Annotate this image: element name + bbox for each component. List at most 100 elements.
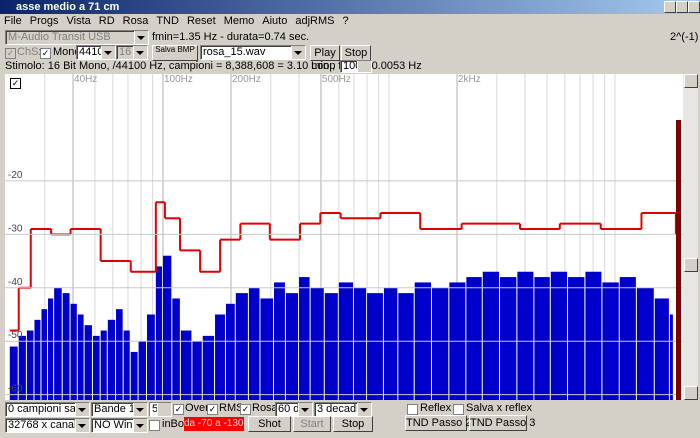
bits-combo[interactable]: 16 (116, 45, 148, 60)
title-bar (0, 0, 700, 14)
spectrum-bar (202, 335, 215, 400)
spectrum-bar (550, 271, 568, 400)
menu-item[interactable]: Memo (223, 15, 255, 27)
scroll-thumb[interactable] (684, 258, 698, 272)
spectrum-plot: -20 -30 -40 -50 -60 40Hz 100Hz 200Hz 500Hz 2kHz (5, 74, 683, 400)
menu-item[interactable]: Vista (66, 15, 91, 27)
range-combo[interactable]: 60 dB (275, 402, 313, 417)
x-tick-label: 200Hz (232, 74, 261, 85)
spectrum-bar (62, 293, 70, 400)
device-text: M-Audio Transit USB (8, 31, 111, 43)
menu-item[interactable]: Reset (186, 15, 216, 27)
maximize-button[interactable] (676, 1, 688, 13)
play-button[interactable]: Play (310, 45, 340, 61)
spectrum-bar (147, 314, 155, 400)
fft-text: 32768 x canale 15 (8, 419, 90, 431)
scroll-down[interactable] (684, 386, 698, 400)
stop-button[interactable]: Stop (341, 45, 371, 61)
reflex-checkbox[interactable] (407, 404, 418, 415)
plot-checkbox[interactable]: ✓ (10, 78, 21, 89)
spectrum-bar (568, 277, 585, 400)
rms-checkbox[interactable]: ✓ (207, 404, 218, 415)
rate-combo[interactable]: 44100 (76, 45, 116, 60)
menu-bar: File Progs Vista RD Rosa TND Reset Memo Aiuto adj… (4, 15, 357, 28)
start-button[interactable]: Start (293, 416, 331, 432)
scrollbar[interactable] (683, 74, 698, 400)
spectrum-bar (172, 298, 180, 400)
x-tick-label: 100Hz (164, 74, 193, 85)
spectrum-bar (116, 309, 123, 400)
file-combo[interactable]: rosa_15.wav (200, 45, 306, 60)
scroll-up[interactable] (684, 74, 698, 88)
stop2-button[interactable]: Stop (333, 416, 373, 432)
spectrum-bar (107, 319, 116, 400)
over-checkbox[interactable]: ✓ (173, 404, 184, 415)
spectrum-bar (260, 298, 274, 400)
rosa-label: Rosa (252, 402, 278, 414)
spectrum-bar (215, 314, 225, 400)
x-tick-label: 2kHz (458, 74, 481, 85)
menu-item[interactable]: TND (156, 15, 179, 27)
tnd3-button[interactable]: TND Passo 3 (469, 415, 536, 431)
menu-item[interactable]: File (4, 15, 22, 27)
spectrum-bar (299, 277, 310, 400)
menu-item[interactable]: Progs (29, 15, 59, 27)
minimize-button[interactable] (664, 1, 676, 13)
tnd2-button[interactable]: TND Passo 2 (405, 415, 472, 431)
spectrum-bar (130, 351, 138, 400)
smooth-input[interactable]: 5 (149, 402, 172, 417)
menu-item[interactable]: Rosa (122, 15, 149, 27)
inbox-checkbox[interactable] (149, 420, 160, 431)
skip-combo[interactable]: 0 campioni saltati (5, 402, 90, 417)
spectrum-bar (48, 298, 54, 400)
over-label: Over (185, 402, 209, 414)
spectrum-bar (285, 293, 299, 400)
spectrum-bar (585, 271, 602, 400)
loop-label: Loop (311, 60, 336, 72)
spectrum-bar (398, 293, 414, 400)
y-tick-label: -50 (8, 330, 23, 341)
spectrum-bar (353, 287, 367, 400)
spectrum-bar (248, 287, 260, 400)
bands-combo[interactable]: Bande 1/12 (91, 402, 148, 417)
y-tick-label: -30 (8, 223, 23, 234)
save-reflex-checkbox[interactable] (453, 404, 464, 415)
x-tick-label: 40Hz (74, 74, 97, 85)
spectrum-bar (367, 293, 383, 400)
device-combo[interactable]: M-Audio Transit USB (5, 30, 149, 45)
decades-text: 3 decadi (317, 403, 359, 415)
menu-item[interactable]: Aiuto (262, 15, 288, 27)
menu-item[interactable]: ? (342, 15, 349, 27)
chsx-checkbox[interactable]: ✓ (5, 48, 16, 59)
file-text: rosa_15.wav (203, 46, 266, 58)
rosa-checkbox[interactable]: ✓ (240, 404, 251, 415)
window-combo[interactable]: NO Windows (91, 418, 148, 433)
chsx-label: ChSx (17, 46, 44, 58)
mono-checkbox[interactable]: ✓ (40, 48, 51, 59)
shot-button[interactable]: Shot (248, 416, 291, 432)
spectrum-bar (310, 287, 324, 400)
skip-text: 0 campioni saltati (8, 403, 90, 415)
level-meter (676, 120, 681, 400)
spectrum-bar (100, 330, 107, 400)
spectrum-bar (41, 309, 48, 400)
fft-combo[interactable]: 32768 x canale 15 (5, 418, 90, 433)
inbox-label: inBox (162, 418, 190, 430)
spectrum-bar (123, 330, 130, 400)
loop-input[interactable]: 1000 (340, 60, 372, 73)
y-tick-label: -20 (8, 170, 23, 181)
spectrum-bar (162, 255, 172, 400)
decades-combo[interactable]: 3 decadi (314, 402, 372, 417)
spectrum-bar (619, 277, 636, 400)
spectrum-bar (654, 298, 669, 400)
spectrum-bar (9, 346, 18, 400)
close-button[interactable] (688, 1, 700, 13)
save-bmp-button[interactable]: Salva BMP (152, 45, 198, 61)
spectrum-bar (26, 330, 34, 400)
menu-item[interactable]: RD (98, 15, 115, 27)
spectrum-bar (92, 335, 100, 400)
window-title: asse medio a 71 cm (16, 1, 120, 13)
loop-text: 1000 (343, 60, 368, 72)
menu-item[interactable]: adjRMS (295, 15, 335, 27)
spectrum-bar (383, 287, 398, 400)
